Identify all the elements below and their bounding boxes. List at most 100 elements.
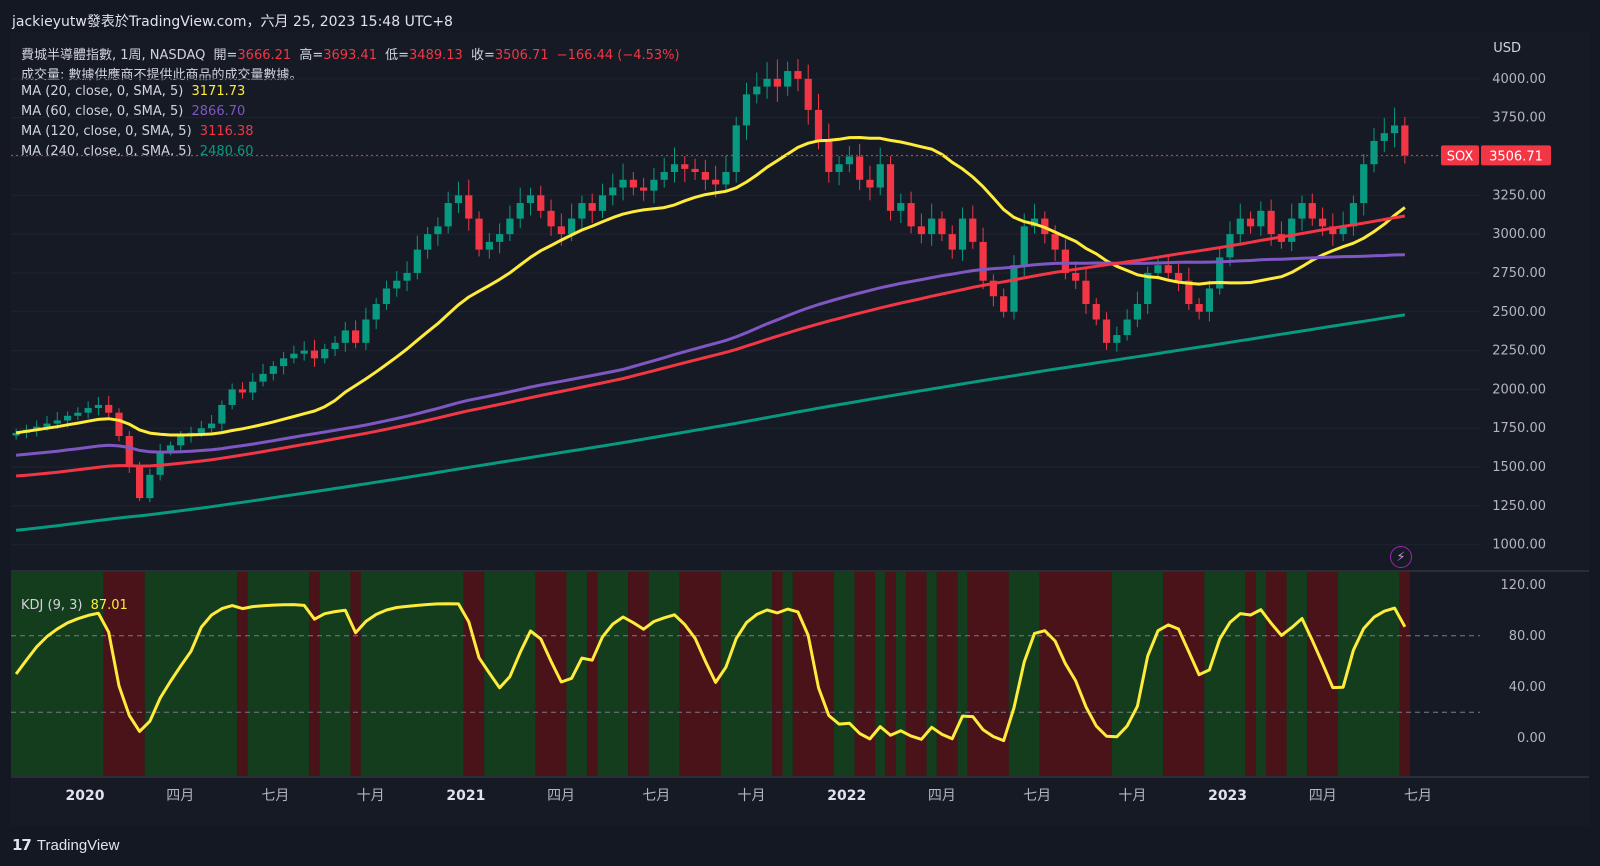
candle-body (825, 140, 833, 172)
ma20-legend[interactable]: MA (20, close, 0, SMA, 5) 3171.73 (21, 84, 249, 99)
candle-body (485, 241, 493, 250)
kdj-band-red (587, 572, 598, 776)
candle-body (1216, 257, 1224, 289)
candle-body (362, 319, 370, 343)
ma120-label: MA (120, close, 0, SMA, 5) (21, 124, 192, 139)
ma240-value: 2480.60 (199, 144, 254, 159)
kdj-label: KDJ (9, 3) (21, 598, 83, 613)
candle-body (722, 172, 730, 185)
low-value: 3489.13 (409, 48, 463, 63)
candle-body (660, 172, 668, 180)
candle-body (1133, 304, 1142, 320)
price-tick-label: 1750.00 (1492, 421, 1546, 436)
candle-body (1205, 288, 1214, 312)
candle-body (33, 426, 41, 430)
time-axis-label: 2023 (1208, 788, 1247, 804)
price-tick-label: 2250.00 (1492, 344, 1546, 359)
candle-body (125, 436, 133, 468)
candle-body (547, 210, 555, 227)
kdj-band-red (1399, 572, 1410, 776)
kdj-band-red (1307, 572, 1338, 776)
flash-icon[interactable]: ⚡ (1390, 546, 1412, 568)
time-axis-label: 七月 (642, 788, 670, 804)
ma120-value: 3116.38 (199, 124, 254, 139)
ma20-value: 3171.73 (191, 84, 246, 99)
candle-body (1185, 280, 1193, 304)
ma120-legend[interactable]: MA (120, close, 0, SMA, 5) 3116.38 (21, 124, 258, 139)
candle-body (835, 164, 843, 172)
kdj-line (14, 602, 1407, 743)
ma60-legend[interactable]: MA (60, close, 0, SMA, 5) 2866.70 (21, 104, 249, 119)
candle-body (568, 218, 576, 235)
price-tick-label: 2500.00 (1492, 305, 1546, 320)
kdj-band-green (833, 572, 855, 776)
candle-body (742, 94, 751, 126)
candle-body (506, 218, 514, 235)
candle-body (1072, 272, 1080, 281)
candle-body (1113, 335, 1121, 343)
time-axis-label: 四月 (547, 788, 575, 804)
candle-body (424, 234, 432, 250)
time-axis-separator (11, 776, 1589, 778)
candle-body (938, 218, 946, 235)
ohlc-legend[interactable]: 費城半導體指數, 1周, NASDAQ 開=3666.21 高=3693.41 … (21, 44, 684, 63)
time-axis-label: 七月 (261, 788, 289, 804)
candle-body (1349, 203, 1358, 227)
price-tick-label: 1000.00 (1492, 538, 1546, 553)
candle-body (763, 78, 771, 87)
kdj-band-green (720, 572, 773, 776)
symbol-tag: SOX (1447, 149, 1474, 164)
last-price-tag: 3506.71 (1489, 149, 1543, 164)
tradingview-logo[interactable]: 𝟭𝟳 TradingView (12, 836, 120, 855)
kdj-legend[interactable]: KDJ (9, 3) 87.01 (21, 598, 132, 613)
kdj-band-green (319, 572, 351, 776)
candle-body (1380, 133, 1388, 141)
candle-body (1339, 226, 1347, 235)
kdj-band-red (350, 572, 361, 776)
kdj-tick-label: 0.00 (1517, 731, 1546, 746)
kdj-tick-label: 120.00 (1501, 578, 1547, 593)
kdj-band-red (772, 572, 783, 776)
candle-body (310, 350, 319, 359)
brand-name: TradingView (36, 836, 120, 854)
close-label: 收= (470, 48, 495, 63)
candle-body (866, 179, 874, 188)
candle-body (1329, 226, 1337, 235)
time-axis-label: 四月 (928, 788, 956, 804)
kdj-band-green (247, 572, 310, 776)
candle-body (753, 86, 761, 95)
ma60-label: MA (60, close, 0, SMA, 5) (21, 104, 184, 119)
change-value: −166.44 (−4.53%) (556, 48, 680, 63)
kdj-tick-label: 80.00 (1509, 629, 1546, 644)
kdj-band-green (566, 572, 588, 776)
candle-body (279, 358, 288, 367)
candle-body (434, 226, 442, 235)
candle-body (156, 451, 164, 475)
candle-body (845, 156, 853, 165)
ma240-legend[interactable]: MA (240, close, 0, SMA, 5) 2480.60 (21, 144, 258, 159)
kdj-band-red (628, 572, 649, 776)
ma20-line (15, 136, 1406, 437)
time-axis-label: 十月 (1118, 788, 1146, 804)
open-label: 開= (213, 48, 238, 63)
candle-body (989, 280, 997, 297)
candle-body (928, 218, 936, 235)
candle-body (619, 179, 627, 188)
kdj-band-green (1286, 572, 1308, 776)
candle-body (63, 415, 72, 421)
candle-body (557, 226, 565, 235)
kdj-band-green (11, 572, 104, 776)
candle-body (588, 203, 596, 211)
kdj-band-red (309, 572, 320, 776)
candle-body (814, 109, 823, 141)
candle-body (166, 445, 175, 452)
candle-body (300, 350, 308, 354)
kdj-band-red (1245, 572, 1256, 776)
candle-body (794, 71, 802, 79)
candle-body (269, 366, 277, 374)
candle-body (732, 125, 740, 172)
kdj-band-green (1204, 572, 1246, 776)
kdj-band-red (1039, 572, 1112, 776)
kdj-band-green (875, 572, 886, 776)
